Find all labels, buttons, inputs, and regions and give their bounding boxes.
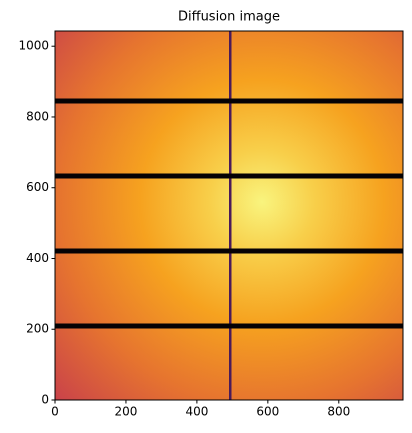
plot-frame bbox=[54, 30, 404, 401]
x-tick-label: 600 bbox=[256, 405, 279, 419]
y-tick-label: 400 bbox=[26, 251, 49, 265]
y-tick-label: 600 bbox=[26, 180, 49, 194]
y-tick-label: 200 bbox=[26, 322, 49, 336]
vertical-gap bbox=[229, 31, 232, 400]
horizontal-gap bbox=[55, 98, 403, 104]
horizontal-gap bbox=[55, 248, 403, 254]
y-tick-label: 1000 bbox=[18, 39, 49, 53]
x-tick-label: 800 bbox=[327, 405, 350, 419]
y-tick-label: 0 bbox=[41, 393, 49, 407]
x-tick-label: 400 bbox=[185, 405, 208, 419]
horizontal-gap bbox=[55, 173, 403, 179]
y-tick-label: 800 bbox=[26, 109, 49, 123]
x-tick-label: 200 bbox=[114, 405, 137, 419]
detector-image bbox=[55, 31, 403, 400]
x-tick-label: 0 bbox=[51, 405, 59, 419]
horizontal-gap bbox=[55, 323, 403, 329]
chart-title: Diffusion image bbox=[178, 10, 280, 25]
